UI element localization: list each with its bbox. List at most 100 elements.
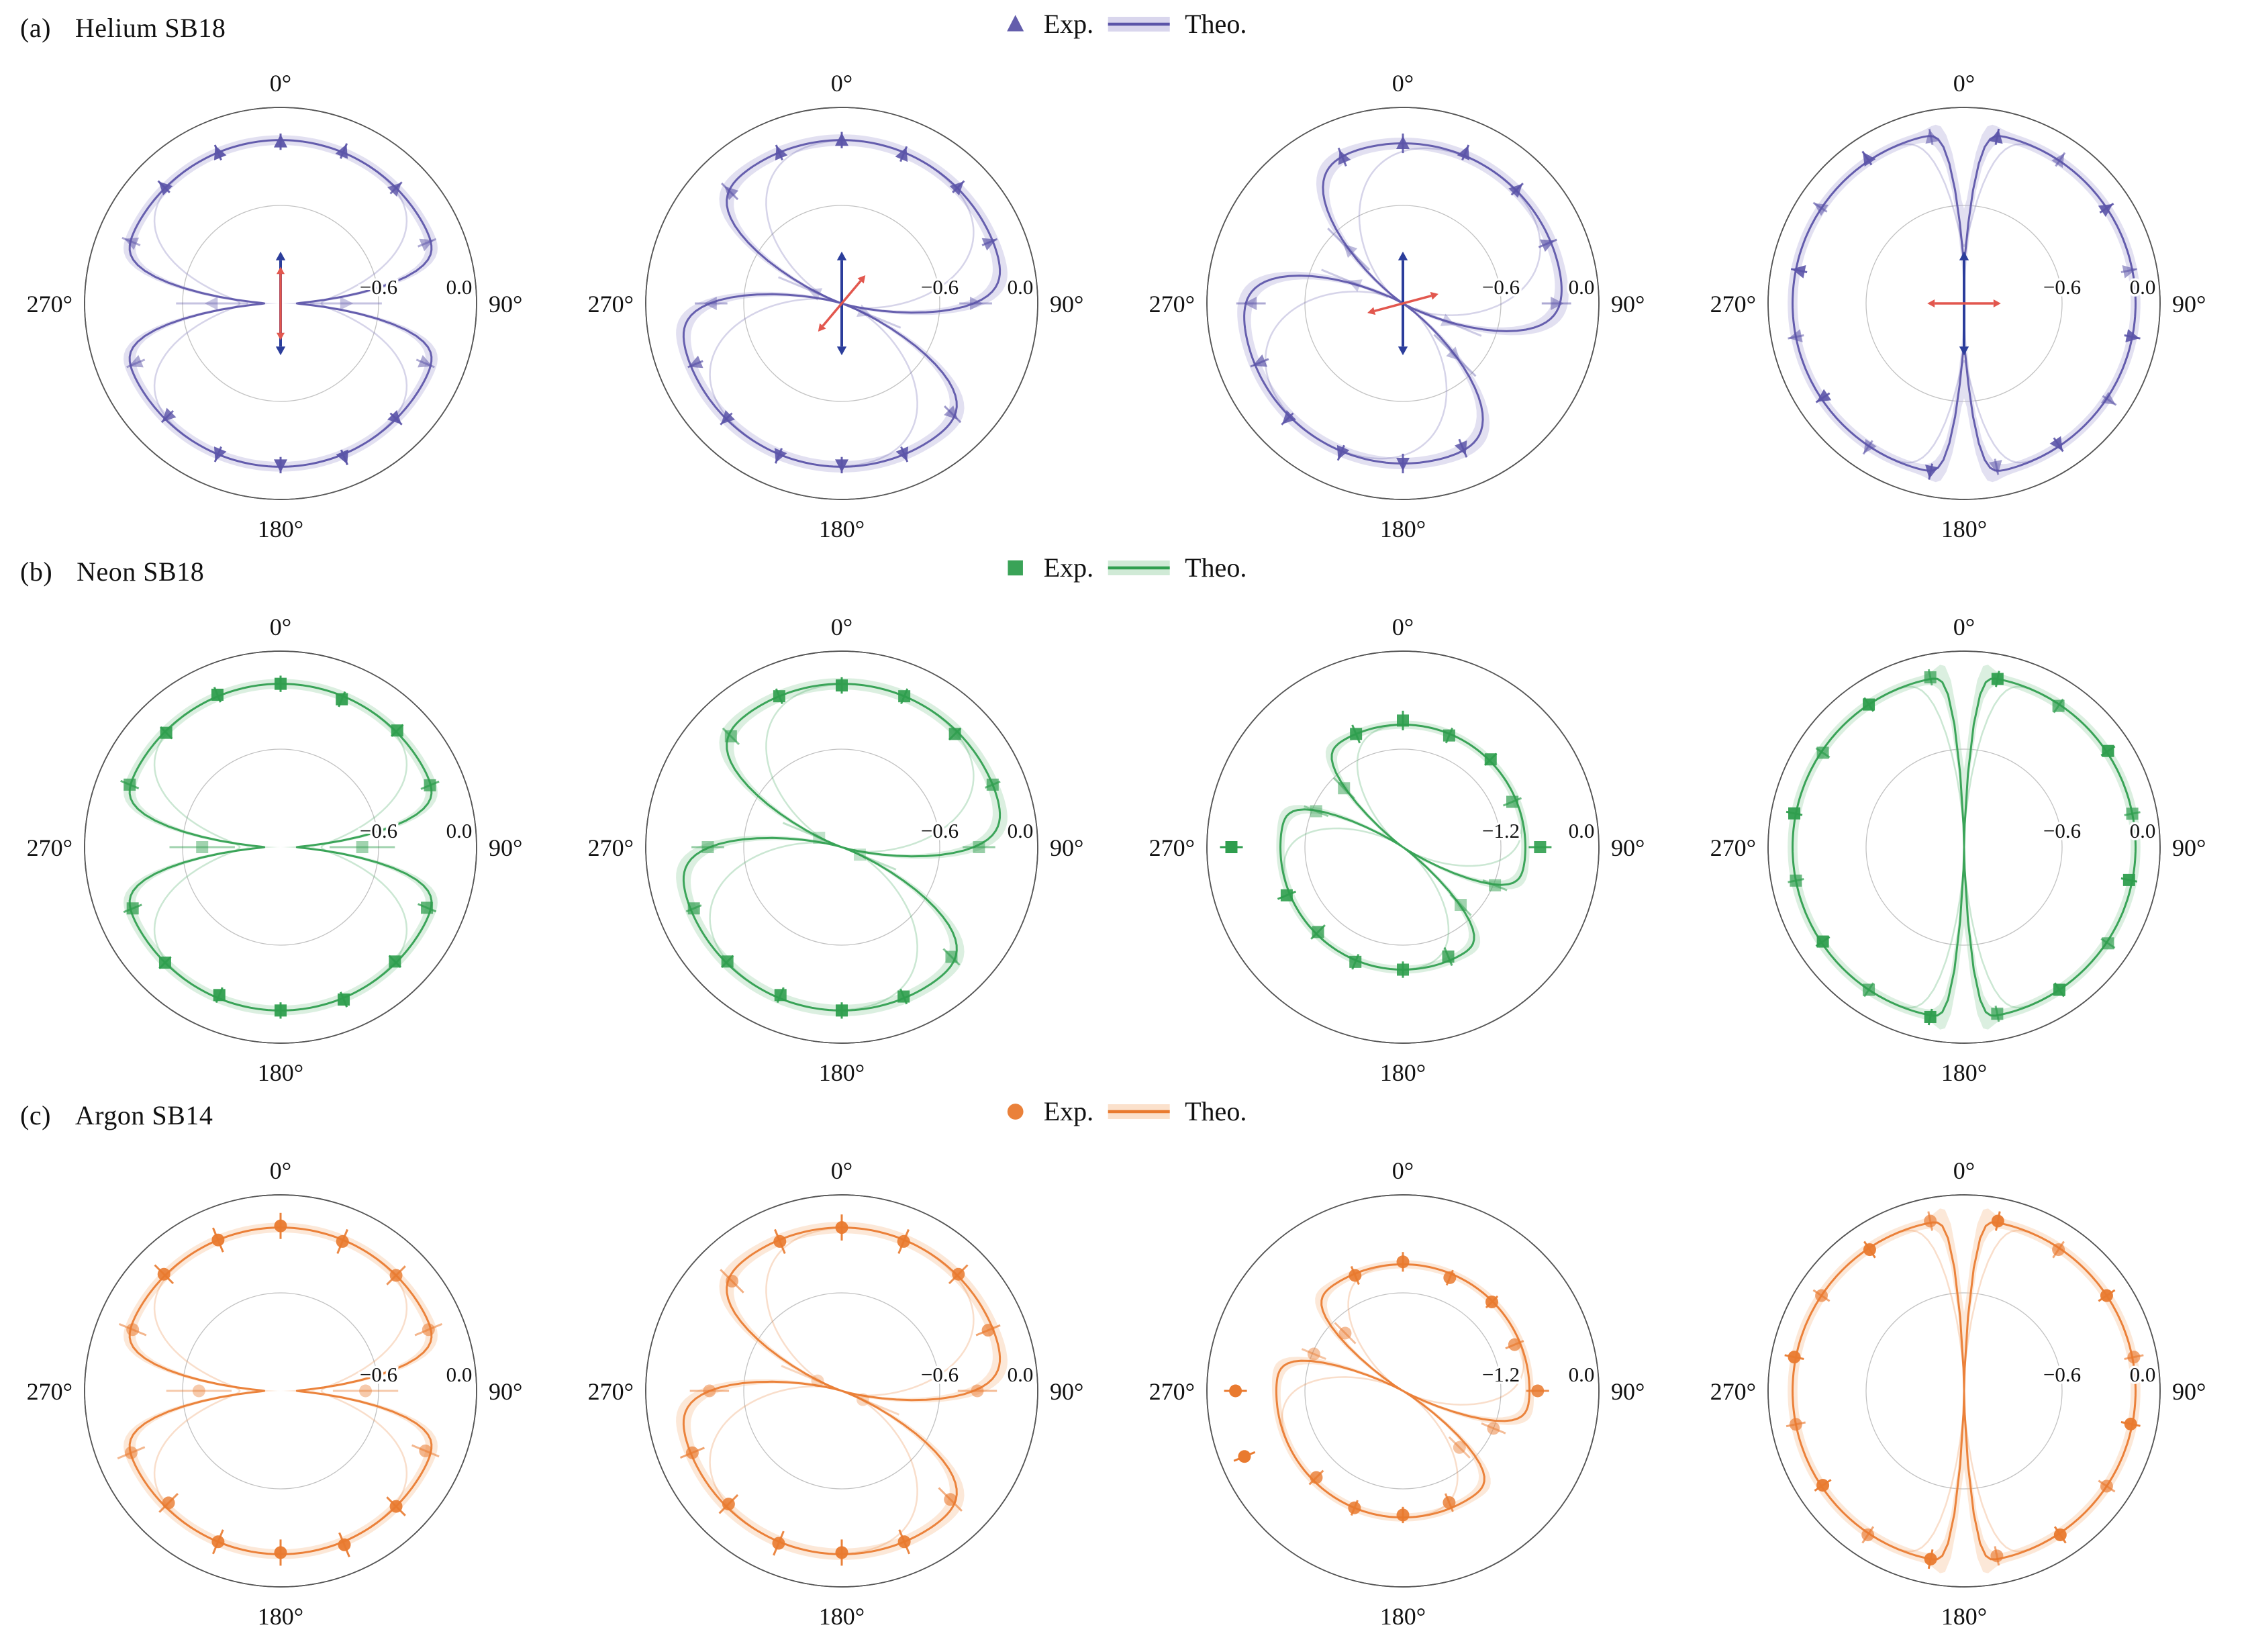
- exp-point-square: [2126, 808, 2139, 820]
- panel-cell: 0° 90° 180° 270° −0.6 0.0: [0, 600, 561, 1090]
- exp-point-circle: [389, 1500, 403, 1513]
- polar-panel-a-2: 0° 90° 180° 270° −0.6 0.0: [585, 68, 1086, 545]
- exp-point-square: [1350, 728, 1363, 740]
- exp-point-square: [424, 779, 436, 791]
- panel-cell: 0° 90° 180° 270° −0.6 0.0: [561, 56, 1122, 546]
- legend-exp-label: Exp.: [1043, 552, 1094, 583]
- exp-points: [685, 677, 1001, 1019]
- radial-tick-label: −0.6: [360, 1363, 397, 1386]
- exp-point-circle: [1229, 1384, 1242, 1398]
- polar-panel-b-2: 0° 90° 180° 270° −0.6 0.0: [585, 612, 1086, 1089]
- arrow-head: [836, 251, 847, 260]
- exp-point-triangle: [835, 459, 848, 473]
- exp-point-circle: [1338, 1326, 1352, 1340]
- grid-circle-outer-top: [1206, 650, 1600, 1044]
- exp-point-square: [724, 730, 737, 742]
- grid-circle-outer-top: [1767, 107, 2161, 500]
- theory-band: [124, 679, 438, 1016]
- exp-point-square: [336, 693, 348, 706]
- exp-points: [1220, 710, 1552, 978]
- legend-theo-label: Theo.: [1185, 9, 1247, 39]
- exp-point-triangle: [774, 448, 787, 463]
- exp-point-square: [338, 993, 350, 1006]
- exp-point-circle: [1531, 1384, 1545, 1398]
- exp-point-triangle: [949, 181, 964, 196]
- grid-circle-mid: [1865, 1292, 2063, 1490]
- radial-tick-label: −0.6: [921, 1363, 959, 1386]
- exp-point-triangle: [2049, 436, 2063, 451]
- axis-labels: 0° 90° 180° 270° −0.6 0.0: [1708, 1155, 2208, 1633]
- radial-tick-label: 0.0: [1569, 819, 1595, 842]
- grid-circle-mid: [182, 748, 379, 946]
- exp-point-square: [1863, 983, 1875, 996]
- panel-cell: 0° 90° 180° 270° −1.2 0.0: [1122, 600, 1683, 1090]
- exp-point-triangle: [162, 407, 177, 422]
- exp-point-square: [774, 989, 787, 1002]
- angle-label-90: 90°: [1611, 834, 1645, 861]
- exp-error-bar: [1301, 1348, 1326, 1360]
- exp-point-circle: [359, 1384, 373, 1398]
- exp-point-circle: [419, 1444, 432, 1457]
- radial-tick-label: −0.6: [921, 275, 959, 299]
- exp-point-circle: [971, 1384, 984, 1398]
- exp-point-square: [2052, 699, 2065, 712]
- exp-point-circle: [772, 1537, 785, 1550]
- exp-point-circle: [1349, 1269, 1362, 1282]
- exp-point-triangle: [1440, 313, 1455, 326]
- exp-error-bar: [1449, 893, 1472, 916]
- panel-cell: 0° 90° 180° 270° −0.6 0.0: [561, 600, 1122, 1090]
- exp-point-triangle: [970, 297, 983, 310]
- row-header-helium: (a) Helium SB18 Exp. Theo.: [0, 4, 2246, 56]
- polar-panel-c-4: 0° 90° 180° 270° −0.6 0.0: [1708, 1155, 2208, 1633]
- exp-point-circle: [722, 1498, 735, 1511]
- exp-point-circle: [1924, 1214, 1937, 1228]
- exp-point-triangle: [2098, 203, 2113, 217]
- row-index-label: (a): [20, 13, 51, 43]
- exp-points: [687, 132, 998, 474]
- angle-label-90: 90°: [1050, 834, 1083, 861]
- exp-point-circle: [703, 1384, 716, 1398]
- exp-point-circle: [1991, 1214, 2004, 1228]
- angle-label-180: 180°: [1941, 516, 1987, 542]
- polarization-arrows: [275, 251, 286, 356]
- grid-circle-mid: [743, 205, 940, 402]
- exp-point-triangle: [1989, 130, 2003, 144]
- grid-circle-outer-top: [84, 1194, 477, 1588]
- angle-label-0: 0°: [270, 70, 291, 97]
- panel-cell: 0° 90° 180° 270° −0.6 0.0: [0, 1144, 561, 1634]
- exp-point-triangle: [204, 297, 218, 310]
- exp-point-square: [948, 728, 961, 740]
- exp-error-bar: [782, 822, 842, 848]
- exp-point-triangle: [724, 186, 739, 201]
- exp-point-triangle: [721, 410, 735, 424]
- exp-points: [1784, 1211, 2144, 1569]
- theory-curve: [1792, 677, 2137, 1017]
- row-label-neon: (b) Neon SB18: [20, 556, 204, 587]
- legend-exp-label: Exp.: [1043, 9, 1094, 39]
- angle-label-90: 90°: [2172, 291, 2206, 318]
- radial-tick-label: −0.6: [360, 819, 397, 842]
- arrow-head: [1367, 307, 1376, 315]
- exp-point-square: [1484, 753, 1497, 766]
- exp-point-triangle: [274, 134, 287, 148]
- angle-label-180: 180°: [1380, 516, 1426, 542]
- exp-point-circle: [2124, 1417, 2137, 1430]
- legend-exp-label: Exp.: [1043, 1096, 1094, 1126]
- exp-point-circle: [1990, 1549, 2004, 1563]
- exp-point-square: [1489, 879, 1502, 891]
- polar-panel-b-4: 0° 90° 180° 270° −0.6 0.0: [1708, 612, 2208, 1089]
- angle-label-90: 90°: [2172, 834, 2206, 861]
- panels-row-neon: 0° 90° 180° 270° −0.6 0.0 0° 90° 180° 270° −0.6 0.0…: [0, 600, 2246, 1090]
- exp-point-square: [1991, 1008, 2004, 1020]
- exp-point-circle: [2100, 1289, 2113, 1302]
- exp-error-bar: [1448, 1436, 1471, 1459]
- exp-point-square: [1924, 1010, 1937, 1023]
- exp-point-triangle: [1551, 297, 1564, 310]
- grid-circle-outer-top: [1206, 107, 1600, 500]
- exp-point-triangle: [2122, 264, 2137, 279]
- angle-label-270: 270°: [27, 291, 72, 318]
- exp-point-square: [421, 902, 434, 914]
- row-index-label: (b): [20, 556, 53, 587]
- polar-panel-c-2: 0° 90° 180° 270° −0.6 0.0: [585, 1155, 1086, 1633]
- grid-circle-mid: [1304, 748, 1502, 946]
